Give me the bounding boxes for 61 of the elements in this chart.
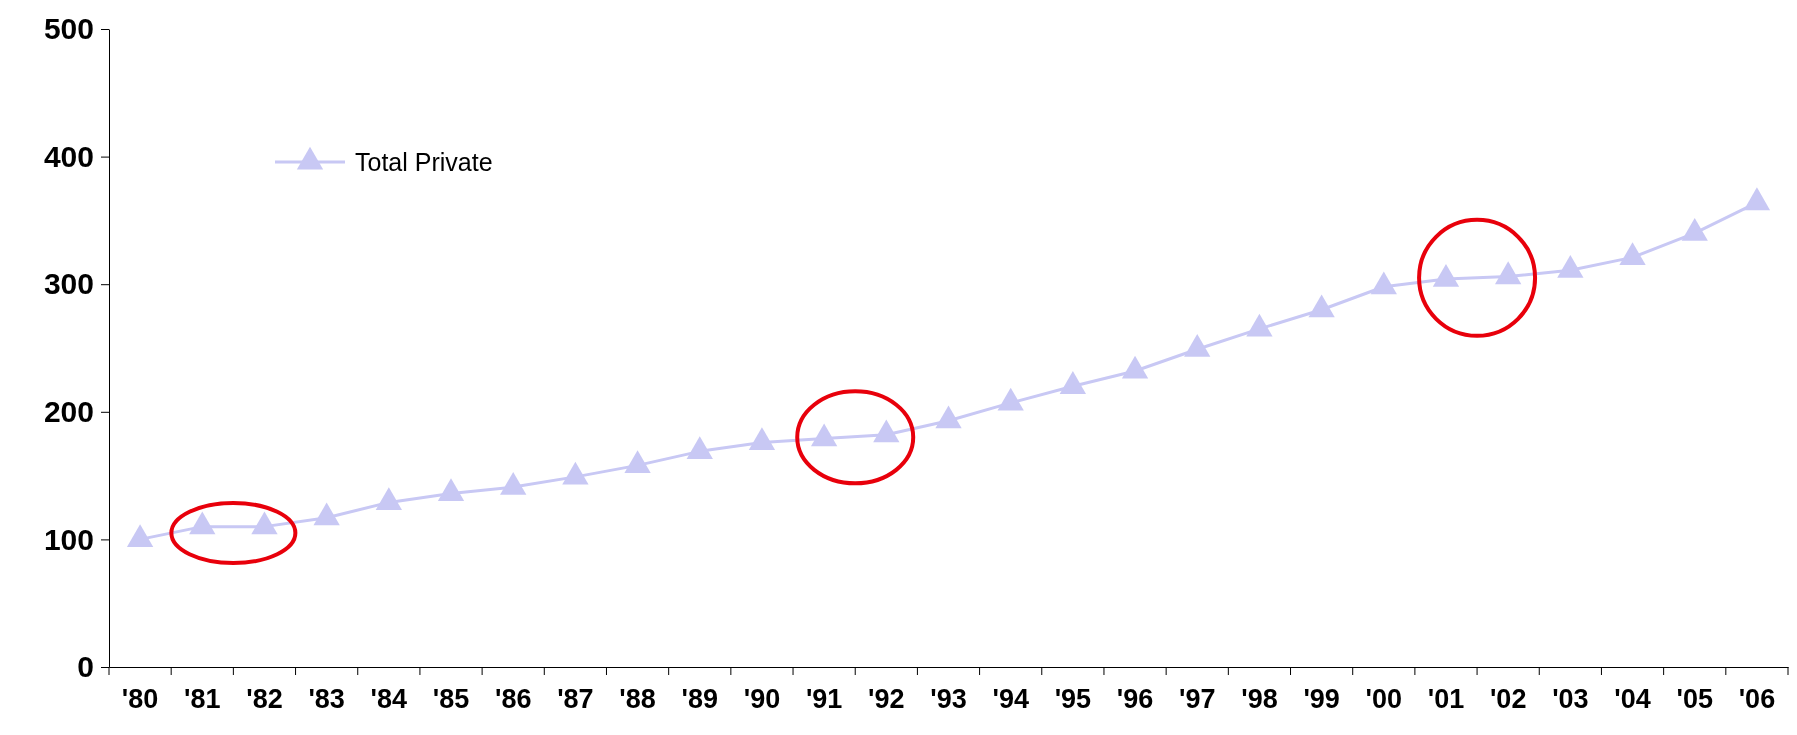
x-tick-label: '87	[557, 684, 594, 715]
y-tick-label: 200	[43, 394, 94, 428]
x-tick-label: '01	[1427, 684, 1465, 715]
y-tick-label: 0	[77, 650, 94, 684]
point	[1743, 187, 1771, 211]
x-tick-label: '91	[805, 684, 843, 715]
x-tick-label: '81	[184, 684, 221, 715]
point	[313, 502, 340, 526]
y-tick-label: 400	[43, 139, 94, 173]
x-tick-label: '85	[432, 684, 470, 715]
x-tick-label: '98	[1241, 684, 1278, 715]
x-tick-label: '00	[1365, 684, 1403, 715]
point	[126, 524, 154, 547]
point	[1370, 271, 1397, 295]
point	[437, 478, 465, 502]
x-tick-label: '82	[246, 684, 283, 715]
x-tick-label: '95	[1054, 684, 1092, 715]
x-tick-label: '92	[868, 684, 905, 715]
point	[1059, 371, 1087, 394]
x-tick-label: '83	[308, 684, 345, 715]
point	[251, 511, 278, 535]
x-tick-label: '02	[1489, 684, 1527, 715]
point	[810, 423, 838, 447]
point	[624, 450, 651, 473]
point	[1619, 242, 1646, 265]
point	[1557, 254, 1584, 278]
y-tick-label: 300	[43, 267, 94, 301]
y-tick-label: 500	[43, 12, 94, 46]
legend-label: Total Private	[355, 147, 493, 176]
point	[1121, 355, 1149, 379]
x-tick-label: '84	[370, 684, 408, 715]
x-tick-label: '94	[992, 684, 1029, 715]
point	[562, 461, 589, 485]
x-tick-label: '89	[681, 684, 718, 715]
x-tick-label: '06	[1738, 684, 1776, 715]
point	[686, 436, 713, 459]
x-tick-label: '80	[121, 684, 159, 715]
point	[1432, 263, 1460, 287]
point	[189, 511, 216, 535]
x-tick-label: '96	[1116, 684, 1154, 715]
point	[500, 471, 527, 495]
x-tick-label: '99	[1303, 684, 1340, 715]
x-tick-label: '05	[1676, 684, 1713, 715]
point	[375, 487, 402, 510]
x-tick-label: '04	[1614, 684, 1651, 715]
y-tick-label: 100	[43, 522, 94, 556]
point	[873, 419, 900, 443]
point	[1246, 313, 1273, 337]
x-tick-label: '88	[619, 684, 656, 715]
point	[748, 427, 776, 451]
point	[935, 405, 962, 429]
x-tick-label: '90	[743, 684, 781, 715]
point	[1184, 334, 1211, 357]
point	[1495, 261, 1522, 285]
x-tick-label: '03	[1552, 684, 1589, 715]
x-tick-label: '93	[930, 684, 967, 715]
point	[1681, 217, 1708, 241]
x-tick-label: '86	[494, 684, 532, 715]
x-tick-label: '97	[1179, 684, 1216, 715]
point	[997, 387, 1024, 411]
point	[1308, 294, 1335, 318]
